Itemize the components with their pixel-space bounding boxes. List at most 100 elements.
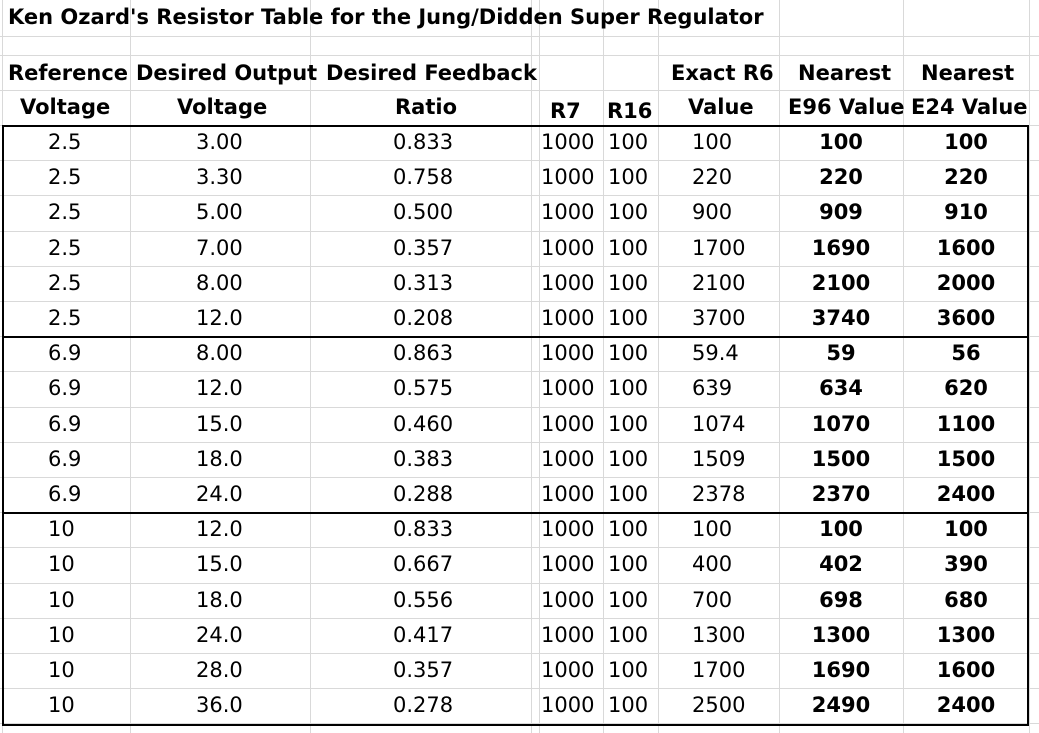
cell-nearest-e96[interactable]: 3740 [811, 306, 871, 330]
cell-exact-r6[interactable]: 1700 [692, 236, 746, 260]
cell-r16[interactable]: 100 [608, 623, 649, 647]
cell-feedback-ratio[interactable]: 0.863 [393, 341, 454, 365]
cell-r16[interactable]: 100 [608, 482, 649, 506]
cell-nearest-e24[interactable]: 1100 [936, 412, 996, 436]
cell-nearest-e24[interactable]: 2400 [936, 482, 996, 506]
cell-nearest-e24[interactable]: 1300 [936, 623, 996, 647]
cell-r16[interactable]: 100 [608, 306, 649, 330]
cell-output-voltage[interactable]: 18.0 [196, 588, 243, 612]
sheet-title[interactable]: Ken Ozard's Resistor Table for the Jung/… [8, 5, 764, 29]
cell-exact-r6[interactable]: 100 [692, 517, 733, 541]
cell-r7[interactable]: 1000 [541, 482, 595, 506]
cell-r7[interactable]: 1000 [541, 552, 595, 576]
cell-feedback-ratio[interactable]: 0.383 [393, 447, 454, 471]
cell-nearest-e96[interactable]: 909 [819, 200, 863, 224]
cell-reference-voltage[interactable]: 10 [48, 623, 75, 647]
cell-nearest-e96[interactable]: 698 [819, 588, 863, 612]
cell-nearest-e96[interactable]: 1500 [811, 447, 871, 471]
header-exact-r6[interactable]: Exact R6 [671, 61, 774, 85]
header-r7[interactable]: R7 [550, 99, 581, 123]
cell-nearest-e24[interactable]: 390 [944, 552, 988, 576]
cell-reference-voltage[interactable]: 10 [48, 517, 75, 541]
header-desired-feedback[interactable]: Desired Feedback [326, 61, 537, 85]
cell-exact-r6[interactable]: 900 [692, 200, 733, 224]
cell-r16[interactable]: 100 [608, 693, 649, 717]
cell-r7[interactable]: 1000 [541, 165, 595, 189]
cell-feedback-ratio[interactable]: 0.575 [393, 376, 454, 400]
header-r16[interactable]: R16 [607, 99, 653, 123]
cell-nearest-e96[interactable]: 2490 [811, 693, 871, 717]
cell-reference-voltage[interactable]: 2.5 [48, 165, 82, 189]
cell-reference-voltage[interactable]: 6.9 [48, 376, 82, 400]
cell-exact-r6[interactable]: 700 [692, 588, 733, 612]
cell-reference-voltage[interactable]: 6.9 [48, 482, 82, 506]
cell-nearest-e96[interactable]: 402 [819, 552, 863, 576]
cell-nearest-e24[interactable]: 1600 [936, 658, 996, 682]
cell-output-voltage[interactable]: 18.0 [196, 447, 243, 471]
header-reference-voltage[interactable]: Voltage [20, 95, 111, 119]
cell-nearest-e24[interactable]: 1600 [936, 236, 996, 260]
header-nearest-e96[interactable]: Nearest [798, 61, 892, 85]
cell-nearest-e24[interactable]: 2400 [936, 693, 996, 717]
cell-reference-voltage[interactable]: 2.5 [48, 306, 82, 330]
cell-feedback-ratio[interactable]: 0.278 [393, 693, 454, 717]
cell-r16[interactable]: 100 [608, 552, 649, 576]
cell-r7[interactable]: 1000 [541, 412, 595, 436]
cell-exact-r6[interactable]: 400 [692, 552, 733, 576]
cell-nearest-e24[interactable]: 100 [944, 130, 988, 154]
cell-reference-voltage[interactable]: 6.9 [48, 341, 82, 365]
cell-reference-voltage[interactable]: 10 [48, 658, 75, 682]
cell-nearest-e96[interactable]: 634 [819, 376, 863, 400]
cell-nearest-e96[interactable]: 1690 [811, 236, 871, 260]
cell-output-voltage[interactable]: 24.0 [196, 482, 243, 506]
cell-nearest-e24[interactable]: 680 [944, 588, 988, 612]
cell-r7[interactable]: 1000 [541, 271, 595, 295]
cell-feedback-ratio[interactable]: 0.833 [393, 130, 454, 154]
cell-exact-r6[interactable]: 1074 [692, 412, 746, 436]
cell-feedback-ratio[interactable]: 0.460 [393, 412, 454, 436]
cell-r16[interactable]: 100 [608, 376, 649, 400]
cell-output-voltage[interactable]: 15.0 [196, 552, 243, 576]
cell-nearest-e96[interactable]: 100 [819, 517, 863, 541]
cell-r7[interactable]: 1000 [541, 236, 595, 260]
cell-feedback-ratio[interactable]: 0.288 [393, 482, 454, 506]
header-r6-value[interactable]: Value [688, 95, 754, 119]
cell-r7[interactable]: 1000 [541, 693, 595, 717]
cell-r7[interactable]: 1000 [541, 130, 595, 154]
cell-output-voltage[interactable]: 7.00 [196, 236, 243, 260]
cell-r7[interactable]: 1000 [541, 341, 595, 365]
cell-exact-r6[interactable]: 220 [692, 165, 733, 189]
cell-reference-voltage[interactable]: 2.5 [48, 130, 82, 154]
cell-nearest-e24[interactable]: 3600 [936, 306, 996, 330]
cell-r16[interactable]: 100 [608, 658, 649, 682]
cell-reference-voltage[interactable]: 10 [48, 588, 75, 612]
cell-feedback-ratio[interactable]: 0.357 [393, 236, 454, 260]
cell-r16[interactable]: 100 [608, 130, 649, 154]
cell-reference-voltage[interactable]: 2.5 [48, 271, 82, 295]
cell-reference-voltage[interactable]: 6.9 [48, 412, 82, 436]
cell-exact-r6[interactable]: 2100 [692, 271, 746, 295]
cell-r7[interactable]: 1000 [541, 306, 595, 330]
cell-nearest-e24[interactable]: 1500 [936, 447, 996, 471]
cell-output-voltage[interactable]: 3.00 [196, 130, 243, 154]
cell-nearest-e24[interactable]: 100 [944, 517, 988, 541]
cell-exact-r6[interactable]: 1509 [692, 447, 746, 471]
cell-r7[interactable]: 1000 [541, 588, 595, 612]
cell-output-voltage[interactable]: 8.00 [196, 271, 243, 295]
cell-output-voltage[interactable]: 3.30 [196, 165, 243, 189]
cell-output-voltage[interactable]: 24.0 [196, 623, 243, 647]
cell-r7[interactable]: 1000 [541, 517, 595, 541]
cell-feedback-ratio[interactable]: 0.500 [393, 200, 454, 224]
cell-nearest-e96[interactable]: 220 [819, 165, 863, 189]
cell-exact-r6[interactable]: 100 [692, 130, 733, 154]
cell-reference-voltage[interactable]: 10 [48, 552, 75, 576]
cell-output-voltage[interactable]: 8.00 [196, 341, 243, 365]
cell-nearest-e96[interactable]: 100 [819, 130, 863, 154]
cell-exact-r6[interactable]: 639 [692, 376, 733, 400]
cell-r7[interactable]: 1000 [541, 376, 595, 400]
cell-output-voltage[interactable]: 12.0 [196, 376, 243, 400]
cell-feedback-ratio[interactable]: 0.833 [393, 517, 454, 541]
cell-r16[interactable]: 100 [608, 588, 649, 612]
cell-nearest-e24[interactable]: 220 [944, 165, 988, 189]
header-reference[interactable]: Reference [8, 61, 129, 85]
